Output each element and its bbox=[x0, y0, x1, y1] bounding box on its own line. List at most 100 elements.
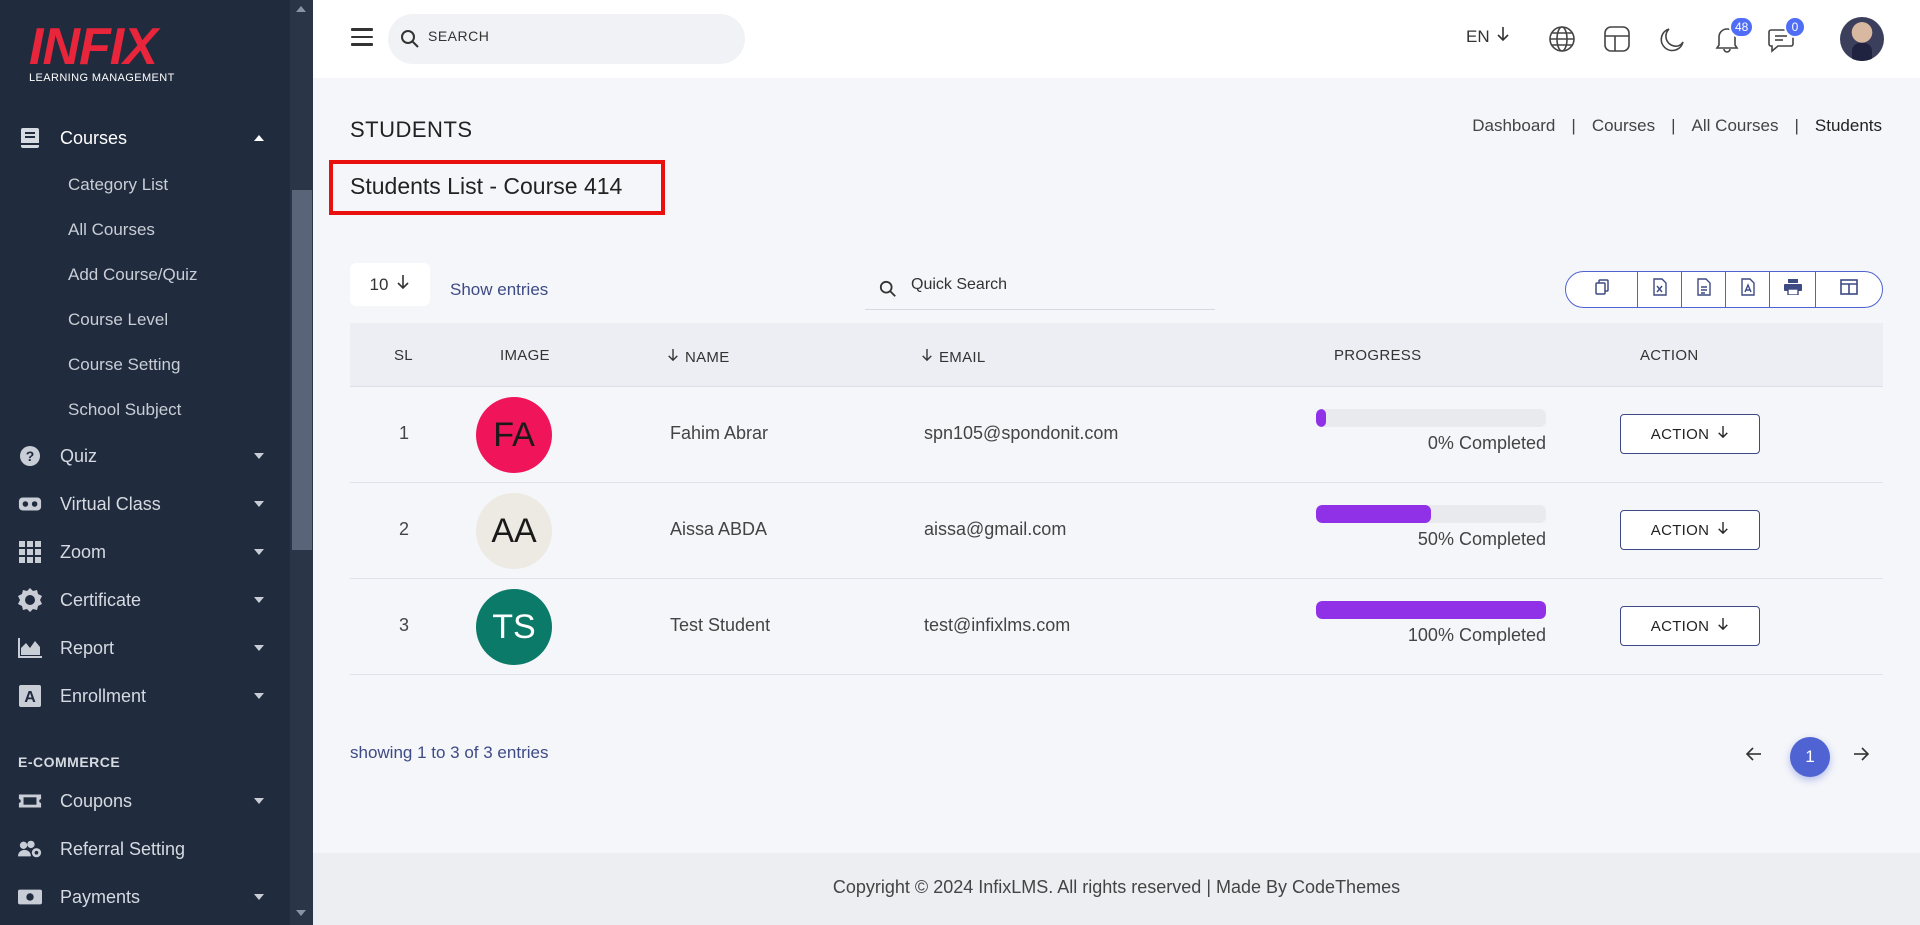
logo[interactable]: INFIX LEARNING MANAGEMENT bbox=[29, 21, 175, 84]
table-row: 3 TS Test Student test@infixlms.com 100%… bbox=[350, 579, 1883, 675]
caret-down-icon bbox=[254, 501, 264, 507]
message-badge: 0 bbox=[1784, 16, 1806, 38]
header-progress: PROGRESS bbox=[1334, 347, 1422, 364]
scroll-up-icon[interactable] bbox=[296, 6, 306, 12]
csv-button[interactable] bbox=[1682, 272, 1726, 307]
sidebar-item-referral-setting[interactable]: Referral Setting bbox=[0, 829, 290, 869]
breadcrumb-separator: | bbox=[1571, 116, 1576, 135]
action-button[interactable]: ACTION bbox=[1620, 510, 1760, 550]
sidebar-subitem-all-courses[interactable]: All Courses bbox=[68, 220, 155, 239]
sidebar-scroll-thumb[interactable] bbox=[292, 190, 312, 550]
pdf-button[interactable] bbox=[1726, 272, 1770, 307]
question-circle-icon: ? bbox=[18, 444, 42, 468]
csv-icon bbox=[1696, 278, 1711, 301]
menu-toggle-icon[interactable] bbox=[351, 28, 373, 46]
breadcrumb-separator: | bbox=[1794, 116, 1799, 135]
row-sl: 3 bbox=[399, 615, 410, 635]
list-title: Students List - Course 414 bbox=[350, 173, 623, 199]
sidebar-item-virtual-class[interactable]: Virtual Class bbox=[0, 484, 290, 524]
grid-icon bbox=[18, 540, 42, 564]
sidebar-item-coupons[interactable]: Coupons bbox=[0, 781, 290, 821]
quick-search bbox=[865, 268, 1215, 310]
sidebar-item-courses[interactable]: Courses bbox=[0, 118, 290, 158]
search-input[interactable] bbox=[428, 28, 728, 44]
entries-summary: showing 1 to 3 of 3 entries bbox=[350, 743, 549, 762]
action-button-label: ACTION bbox=[1650, 617, 1710, 635]
breadcrumb-dashboard[interactable]: Dashboard bbox=[1472, 116, 1556, 135]
next-page-icon[interactable] bbox=[1852, 746, 1870, 767]
quick-search-input[interactable] bbox=[911, 276, 1201, 294]
highlight-box bbox=[329, 160, 665, 215]
header-name[interactable]: NAME bbox=[667, 347, 730, 367]
sidebar-item-enrollment[interactable]: A Enrollment bbox=[0, 676, 290, 716]
sidebar-item-label: Payments bbox=[60, 886, 141, 907]
language-selector[interactable]: EN bbox=[1466, 26, 1510, 47]
page-button-current[interactable]: 1 bbox=[1790, 737, 1830, 777]
sidebar-item-label: Certificate bbox=[60, 589, 142, 610]
sidebar-item-quiz[interactable]: ? Quiz bbox=[0, 436, 290, 476]
columns-button[interactable] bbox=[1816, 272, 1882, 307]
search-icon bbox=[879, 280, 897, 303]
sidebar: INFIX LEARNING MANAGEMENT Courses Catego… bbox=[0, 0, 313, 925]
header-sl: SL bbox=[394, 347, 413, 364]
breadcrumb-courses[interactable]: Courses bbox=[1591, 116, 1656, 135]
entries-label: Show entries bbox=[450, 280, 549, 299]
progress-bar bbox=[1316, 409, 1546, 427]
footer: Copyright © 2024 InfixLMS. All rights re… bbox=[313, 853, 1920, 925]
entries-select[interactable]: 10 bbox=[350, 263, 430, 306]
language-label: EN bbox=[1466, 26, 1490, 46]
student-email: aissa@gmail.com bbox=[924, 519, 1067, 539]
sidebar-subitem-course-setting[interactable]: Course Setting bbox=[68, 355, 181, 374]
certificate-icon bbox=[18, 588, 42, 612]
prev-page-icon[interactable] bbox=[1745, 746, 1763, 767]
sidebar-item-zoom[interactable]: Zoom bbox=[0, 532, 290, 572]
breadcrumb-all-courses[interactable]: All Courses bbox=[1691, 116, 1779, 135]
progress-label: 50% Completed bbox=[1417, 529, 1546, 549]
arrow-down-icon bbox=[1496, 26, 1510, 47]
breadcrumb-separator: | bbox=[1671, 116, 1676, 135]
svg-text:A: A bbox=[24, 689, 36, 706]
header-image: IMAGE bbox=[500, 347, 550, 364]
action-button[interactable]: ACTION bbox=[1620, 606, 1760, 646]
moon-icon[interactable] bbox=[1658, 25, 1686, 53]
caret-down-icon bbox=[254, 549, 264, 555]
progress-fill bbox=[1316, 505, 1431, 523]
scroll-down-icon[interactable] bbox=[296, 910, 306, 916]
sidebar-subitem-course-level[interactable]: Course Level bbox=[68, 310, 169, 329]
student-email: spn105@spondonit.com bbox=[924, 423, 1119, 443]
layout-icon[interactable] bbox=[1603, 25, 1631, 53]
header-email[interactable]: EMAIL bbox=[921, 347, 986, 367]
svg-text:?: ? bbox=[26, 448, 35, 464]
copy-icon bbox=[1594, 279, 1610, 300]
header-search bbox=[388, 14, 745, 64]
sidebar-item-report[interactable]: Report bbox=[0, 628, 290, 668]
arrow-down-icon bbox=[396, 274, 410, 295]
caret-down-icon bbox=[254, 645, 264, 651]
sidebar-item-label: Report bbox=[60, 637, 115, 658]
table-row: 1 FA Fahim Abrar spn105@spondonit.com 0%… bbox=[350, 387, 1883, 483]
row-sl: 1 bbox=[399, 423, 410, 443]
sidebar-subitem-category-list[interactable]: Category List bbox=[68, 175, 169, 194]
book-icon bbox=[18, 126, 42, 150]
caret-down-icon bbox=[254, 798, 264, 804]
arrow-down-icon bbox=[1717, 425, 1729, 443]
action-button[interactable]: ACTION bbox=[1620, 414, 1760, 454]
entries-value: 10 bbox=[369, 274, 389, 294]
sidebar-item-payments[interactable]: Payments bbox=[0, 877, 290, 917]
page-title: STUDENTS bbox=[350, 117, 473, 142]
table-row: 2 AA Aissa ABDA aissa@gmail.com 50% Comp… bbox=[350, 483, 1883, 579]
vr-headset-icon bbox=[18, 492, 42, 516]
copy-button[interactable] bbox=[1566, 272, 1638, 307]
sidebar-item-label: Quiz bbox=[60, 445, 98, 466]
pdf-icon bbox=[1740, 278, 1755, 301]
excel-button[interactable] bbox=[1638, 272, 1682, 307]
sidebar-subitem-school-subject[interactable]: School Subject bbox=[68, 400, 182, 419]
globe-icon[interactable] bbox=[1548, 25, 1576, 53]
columns-icon bbox=[1840, 279, 1858, 300]
print-button[interactable] bbox=[1770, 272, 1816, 307]
progress-bar bbox=[1316, 505, 1546, 523]
user-avatar[interactable] bbox=[1840, 17, 1884, 61]
sidebar-item-certificate[interactable]: Certificate bbox=[0, 580, 290, 620]
arrow-down-icon bbox=[1717, 617, 1729, 635]
sidebar-subitem-add-course-quiz[interactable]: Add Course/Quiz bbox=[68, 265, 198, 284]
